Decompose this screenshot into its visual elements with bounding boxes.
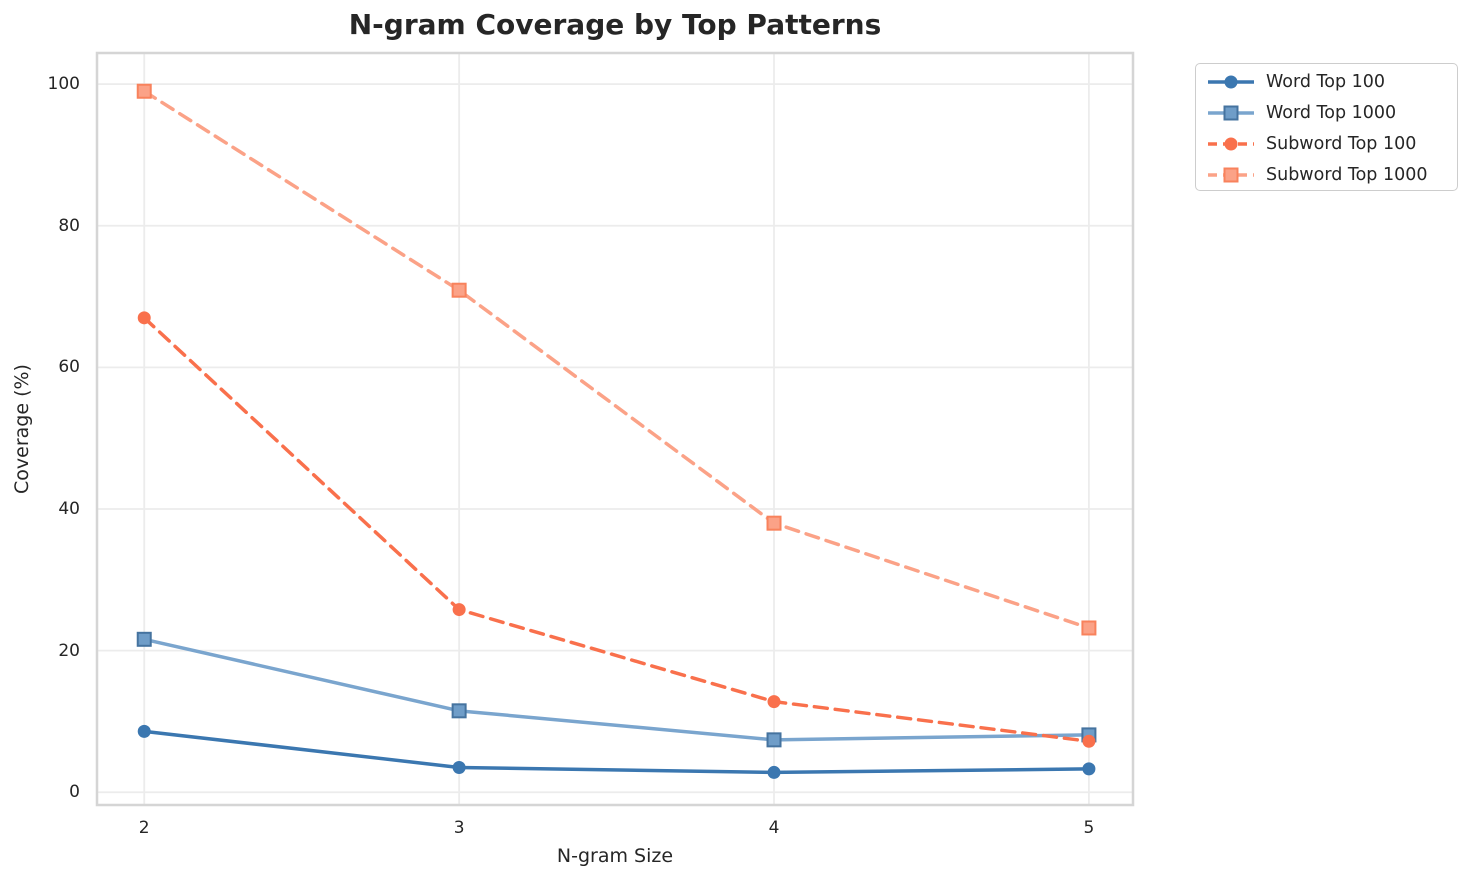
legend-item-subword-top-100: Subword Top 100 <box>1206 128 1457 159</box>
legend-marker-subword-top-100 <box>1224 137 1238 150</box>
legend-item-subword-top-1000: Subword Top 1000 <box>1206 159 1457 190</box>
marker-word-top-100 <box>1082 762 1096 776</box>
marker-subword-top-100 <box>137 311 151 325</box>
marker-word-top-1000 <box>1081 727 1097 743</box>
series-line-subword-top-1000 <box>142 89 1091 630</box>
marker-word-top-1000 <box>136 631 152 647</box>
legend-label-word-top-100: Word Top 100 <box>1266 71 1386 92</box>
marker-subword-top-1000 <box>136 83 152 99</box>
legend-label-subword-top-100: Subword Top 100 <box>1266 133 1417 154</box>
chart-title: N-gram Coverage by Top Patterns <box>348 8 882 41</box>
marker-subword-top-100 <box>767 695 781 709</box>
series-line-word-top-1000 <box>142 637 1091 742</box>
x-tick-label-3: 3 <box>453 818 465 838</box>
marker-word-top-1000 <box>766 732 782 748</box>
marker-subword-top-100 <box>1082 734 1096 748</box>
legend-circle-swatch-icon <box>1208 75 1254 88</box>
x-tick-label-4: 4 <box>768 818 780 838</box>
y-tick-label-100: 100 <box>47 74 80 95</box>
marker-subword-top-1000 <box>451 282 467 298</box>
x-tick-label-5: 5 <box>1083 818 1095 838</box>
y-tick-label-20: 20 <box>58 640 80 661</box>
y-axis-label: Coverage (%) <box>11 364 33 494</box>
marker-subword-top-1000 <box>1081 620 1097 636</box>
marker-subword-top-1000 <box>766 515 782 531</box>
legend-square-swatch-icon <box>1208 105 1254 120</box>
legend-marker-word-top-100 <box>1224 75 1238 88</box>
legend-marker-word-top-1000 <box>1223 105 1239 120</box>
legend-square-swatch-icon <box>1208 167 1254 182</box>
marker-word-top-1000 <box>451 703 467 719</box>
x-axis-label: N-gram Size <box>556 845 674 867</box>
y-tick-label-0: 0 <box>69 782 80 803</box>
legend-item-word-top-100: Word Top 100 <box>1206 66 1457 97</box>
marker-word-top-100 <box>767 765 781 779</box>
y-tick-label-40: 40 <box>58 499 80 519</box>
marker-word-top-100 <box>137 724 151 738</box>
legend-label-word-top-1000: Word Top 1000 <box>1266 102 1397 123</box>
legend: Word Top 100 Word Top 1000 Subword Top 100… <box>1195 63 1458 191</box>
legend-item-word-top-1000: Word Top 1000 <box>1206 97 1457 128</box>
x-tick-label-2: 2 <box>138 818 150 838</box>
plot-border <box>95 51 1135 807</box>
marker-subword-top-100 <box>452 603 466 617</box>
series-line-subword-top-100 <box>142 316 1091 744</box>
legend-marker-subword-top-1000 <box>1223 167 1239 182</box>
legend-circle-swatch-icon <box>1208 137 1254 150</box>
series-line-word-top-100 <box>142 729 1091 775</box>
marker-word-top-100 <box>452 760 466 774</box>
y-tick-label-80: 80 <box>58 215 80 236</box>
legend-label-subword-top-1000: Subword Top 1000 <box>1266 164 1428 185</box>
y-tick-label-60: 60 <box>58 357 80 378</box>
